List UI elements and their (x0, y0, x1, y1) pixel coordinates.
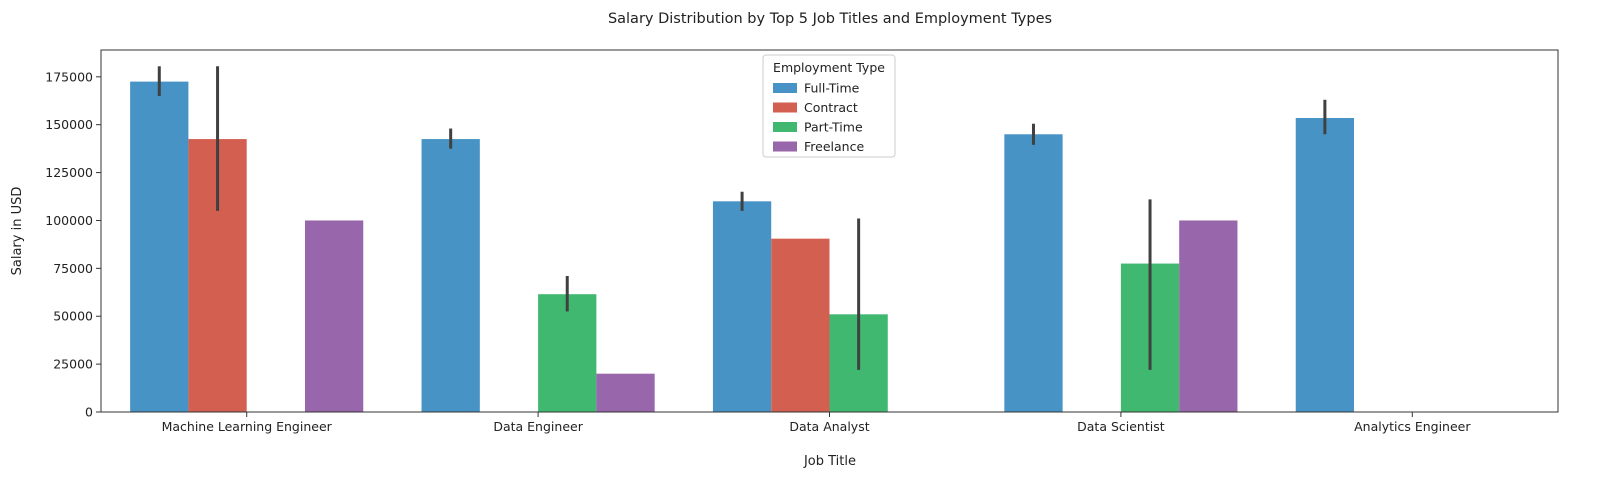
bar (771, 238, 830, 412)
legend-swatch (773, 83, 797, 93)
bars-group (130, 81, 1355, 413)
x-axis: Machine Learning Engineer Data Engineer Da… (162, 412, 1471, 434)
x-tick-label: Data Scientist (1077, 419, 1165, 434)
legend-label: Full-Time (804, 81, 860, 96)
bar (130, 81, 189, 412)
y-tick-label: 175000 (45, 69, 93, 84)
bar (1004, 134, 1063, 412)
bar (1295, 117, 1355, 413)
legend: Employment Type Full-Time Contract Part-Ti… (762, 54, 896, 158)
bar (1179, 220, 1238, 412)
x-tick-label: Machine Learning Engineer (162, 419, 333, 434)
error-bars-group (157, 66, 1327, 370)
legend-title: Employment Type (773, 60, 885, 75)
y-tick-label: 25000 (53, 357, 93, 372)
plot-frame (100, 49, 1559, 413)
y-tick-label: 0 (85, 405, 93, 420)
y-tick-label: 150000 (45, 117, 93, 132)
bar (538, 294, 597, 412)
y-tick-label: 75000 (53, 261, 93, 276)
bar (421, 139, 480, 413)
x-tick-label: Data Engineer (493, 419, 583, 434)
x-tick-label: Analytics Engineer (1354, 419, 1471, 434)
legend-swatch (773, 102, 797, 113)
legend-label: Contract (804, 100, 858, 115)
y-tick-label: 50000 (53, 309, 93, 324)
bar (596, 373, 655, 412)
legend-items: Full-Time Contract Part-Time Freelance (773, 81, 864, 154)
y-axis-title: Salary in USD (10, 187, 25, 276)
bar (712, 201, 772, 412)
bar (304, 220, 364, 412)
y-tick-label: 100000 (45, 213, 93, 228)
chart-title: Salary Distribution by Top 5 Job Titles … (608, 11, 1052, 27)
legend-label: Part-Time (804, 120, 863, 135)
legend-swatch (773, 141, 797, 152)
y-tick-label: 125000 (45, 165, 93, 180)
x-axis-title: Job Title (803, 454, 856, 469)
legend-label: Freelance (804, 139, 864, 154)
y-axis: 0 25000 50000 75000 100000 125000 150000 175000 (45, 69, 101, 420)
legend-swatch (773, 122, 797, 132)
x-tick-label: Data Analyst (789, 419, 869, 434)
